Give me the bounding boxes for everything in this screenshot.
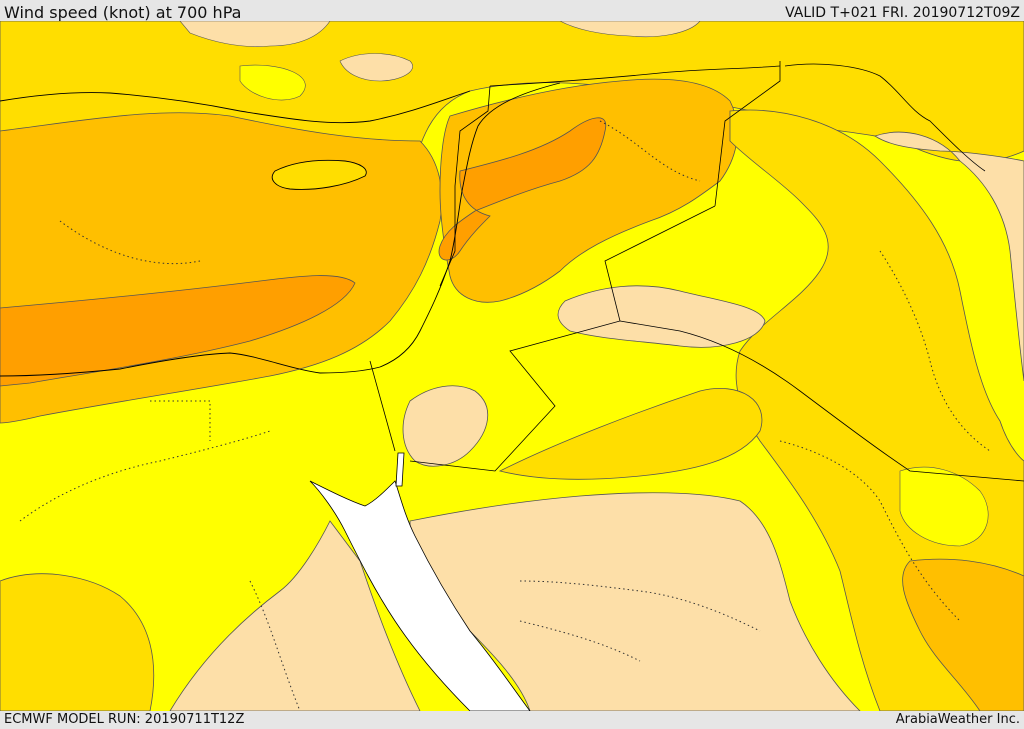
border-saudi-iraq xyxy=(619,320,1024,482)
border-egypt-israel xyxy=(369,360,396,452)
border-syria-turkey xyxy=(489,65,781,87)
valid-time: VALID T+021 FRI. 20190712T09Z xyxy=(785,5,1020,21)
band-lowest-central xyxy=(557,285,766,348)
coastline xyxy=(0,82,561,377)
band-lowest-sinai xyxy=(402,385,489,467)
coastline-turkey xyxy=(0,90,471,124)
band-highest-west xyxy=(0,275,356,387)
band-north-yellow xyxy=(239,64,306,101)
map-canvas xyxy=(0,21,1024,711)
footer-bar: ECMWF MODEL RUN: 20190711T12Z ArabiaWeat… xyxy=(0,711,1024,729)
cyprus xyxy=(271,159,367,190)
credit-label: ArabiaWeather Inc. xyxy=(895,712,1020,727)
gulf-of-aqaba xyxy=(395,452,405,487)
band-high-east xyxy=(902,558,1024,711)
band-mid-arabia xyxy=(498,388,763,480)
border-iraq-iran xyxy=(784,63,986,172)
map-title: Wind speed (knot) at 700 hPa xyxy=(4,3,242,22)
red-sea xyxy=(309,480,531,711)
wind-speed-map[interactable] xyxy=(0,21,1024,711)
band-north-light xyxy=(339,53,413,82)
model-run: ECMWF MODEL RUN: 20190711T12Z xyxy=(4,712,245,727)
header-bar: Wind speed (knot) at 700 hPa VALID T+021… xyxy=(0,0,1024,22)
band-low-east xyxy=(899,466,989,547)
border-syria-iraq xyxy=(714,61,781,207)
internal-boundaries xyxy=(19,120,991,711)
border-jordan-saudi xyxy=(409,205,716,472)
border-levant xyxy=(439,85,491,287)
band-highest-levant xyxy=(438,117,607,261)
band-lowest-ne xyxy=(874,131,1024,382)
band-north-light xyxy=(559,21,701,37)
band-north-light xyxy=(179,21,331,47)
band-lowest-sw xyxy=(169,520,421,711)
band-mid-sw xyxy=(0,573,155,711)
